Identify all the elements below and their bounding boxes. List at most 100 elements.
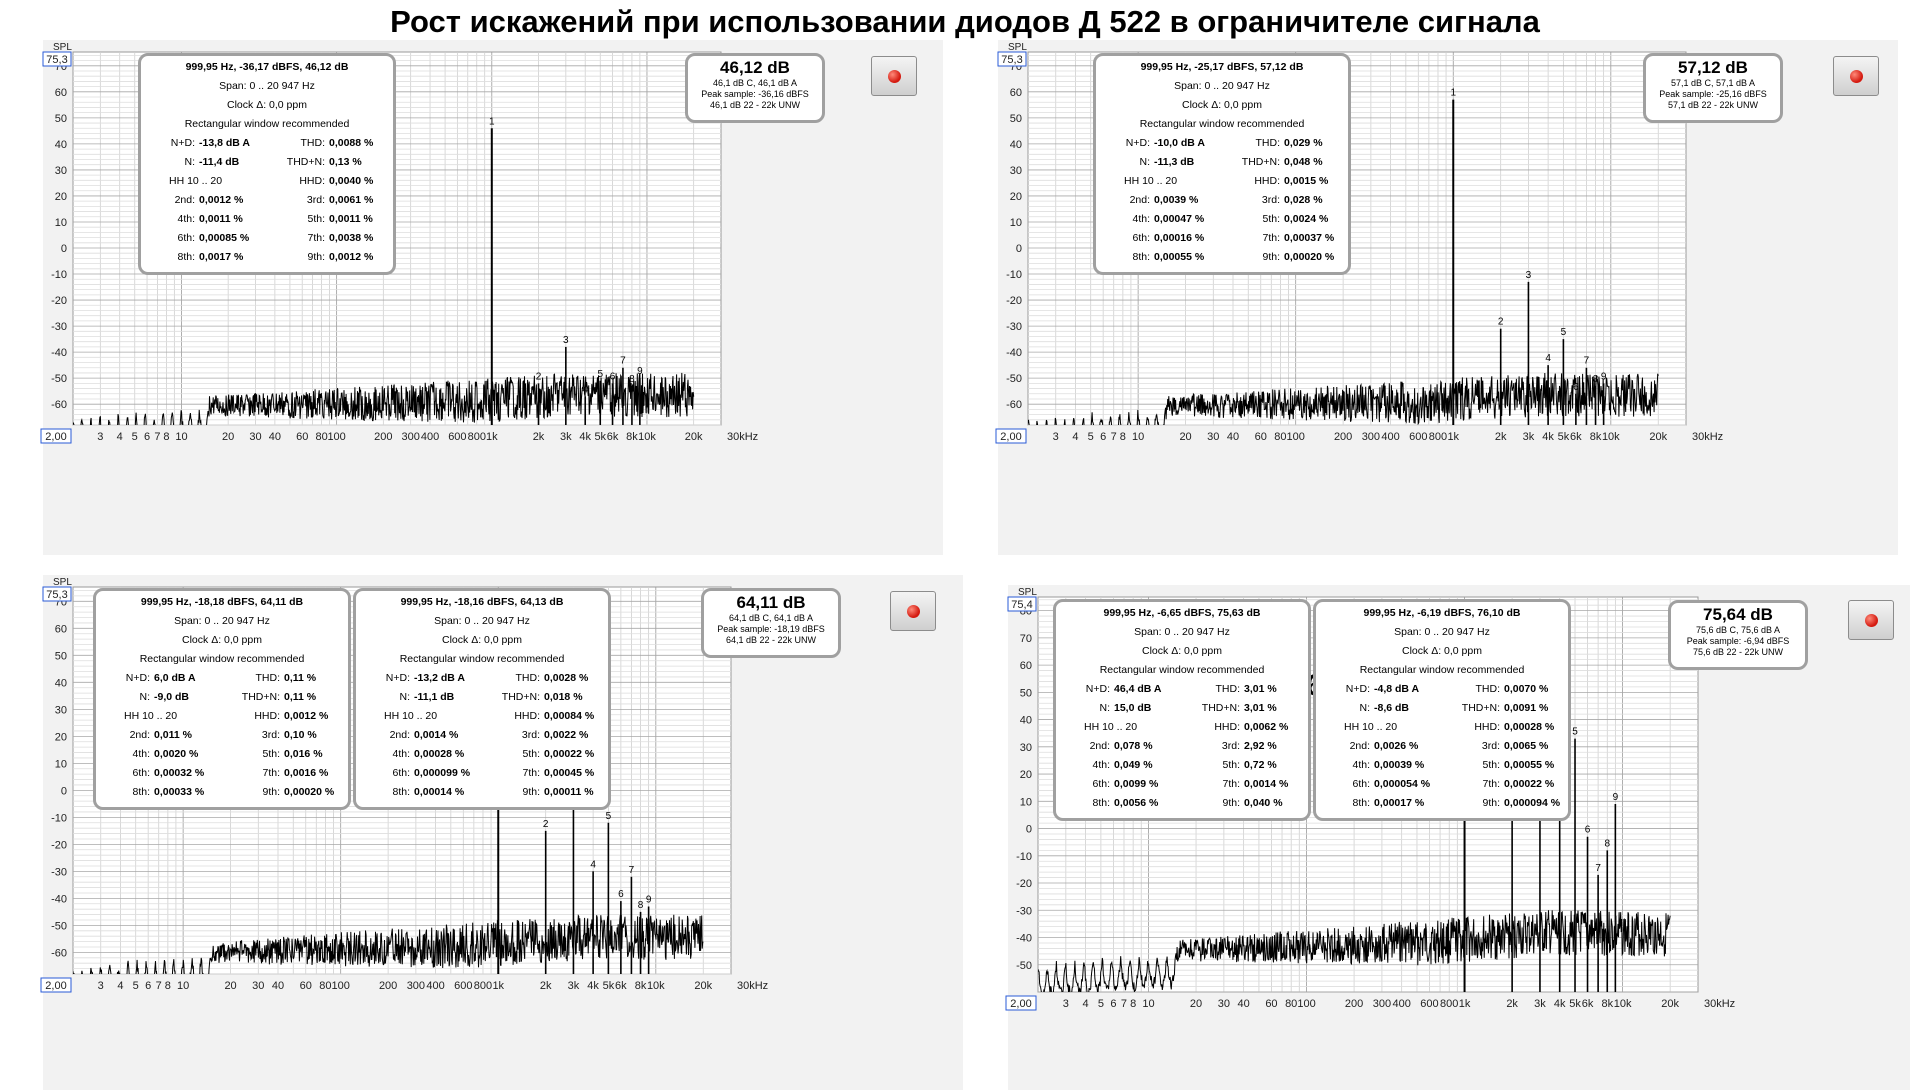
x-tick-label: 5	[133, 980, 139, 992]
record-icon	[1850, 70, 1863, 83]
record-button[interactable]	[890, 591, 936, 631]
y-tick-label: -30	[51, 866, 67, 878]
info-value: 0,0012 %	[329, 251, 374, 263]
x-tick-label: 3k	[1523, 431, 1535, 443]
info-row: 8th: 0,00033 % 9th: 0,00020 %	[102, 783, 342, 802]
x-tick-label: 10k	[1614, 998, 1632, 1010]
info-row: N+D: -13,2 dB A THD: 0,0028 %	[362, 669, 602, 688]
info-row: 2nd: 0,0012 % 3rd: 0,0061 %	[147, 191, 387, 210]
x-tick-label: 1k	[1459, 998, 1471, 1010]
record-icon	[907, 605, 920, 618]
info-recommend: Rectangular window recommended	[1139, 118, 1305, 130]
level-detail: Peak sample: -25,16 dBFS	[1659, 89, 1767, 99]
info-value: -11,3 dB	[1154, 156, 1195, 168]
x-tick-label: 80	[1274, 431, 1286, 443]
info-span: Span: 0 .. 20 947 Hz	[434, 615, 530, 627]
info-label: 2nd:	[1349, 740, 1370, 752]
info-label: 2nd:	[1129, 194, 1150, 206]
info-label: HH 10 .. 20	[169, 175, 223, 187]
x-tick-label: 4	[1072, 431, 1078, 443]
y-tick-label: 50	[1010, 113, 1022, 125]
x-tick-label: 4	[117, 431, 123, 443]
x-start-value-box	[995, 428, 1027, 444]
record-button[interactable]	[871, 56, 917, 96]
y-tick-label: 60	[55, 623, 67, 635]
info-clock: Clock Δ: 0,0 ppm	[182, 634, 262, 646]
x-tick-label: 4k	[1554, 998, 1566, 1010]
x-tick-label: 7	[156, 980, 162, 992]
page-title: Рост искажений при использовании диодов …	[390, 4, 1540, 39]
info-label: 6th:	[132, 767, 150, 779]
harmonic-label: 8	[629, 374, 635, 385]
level-box: 64,11 dB 64,1 dB C, 64,1 dB A Peak sample:…	[701, 588, 841, 658]
info-value: -8,6 dB	[1374, 702, 1410, 714]
y-tick-label: 60	[1020, 660, 1032, 672]
info-clock: Clock Δ: 0,0 ppm	[1142, 645, 1222, 657]
y-tick-label: -20	[1006, 295, 1022, 307]
harmonic-label: 6	[618, 889, 624, 900]
info-label: N:	[1099, 702, 1111, 714]
x-tick-label: 3k	[560, 431, 572, 443]
info-label: 9th:	[1482, 797, 1500, 809]
info-label: N+D:	[170, 137, 195, 149]
info-value: 0,0070 %	[1504, 683, 1549, 695]
x-tick-label: 40	[272, 980, 284, 992]
info-recommend: Rectangular window recommended	[1099, 664, 1265, 676]
x-tick-label: 300	[1362, 431, 1380, 443]
x-tick-label: 8	[1120, 431, 1126, 443]
x-tick-label: 2k	[1506, 998, 1518, 1010]
x-axis-unit: 30kHz	[727, 431, 758, 443]
y-tick-label: -60	[51, 399, 67, 411]
x-tick-label: 6k	[1582, 998, 1594, 1010]
y-tick-label: -50	[51, 920, 67, 932]
x-tick-label: 30	[249, 431, 261, 443]
x-tick-label: 20k	[1661, 998, 1679, 1010]
y-tick-label: -30	[1016, 905, 1032, 917]
x-tick-label: 1k	[492, 980, 504, 992]
info-label: 4th:	[1352, 759, 1370, 771]
level-main: 57,12 dB	[1678, 58, 1748, 77]
info-value: 0,0022 %	[544, 729, 589, 741]
info-row: 6th: 0,000099 % 7th: 0,00045 %	[362, 764, 602, 783]
x-tick-label: 2k	[1495, 431, 1507, 443]
x-tick-label: 100	[1297, 998, 1315, 1010]
x-tick-label: 8k	[626, 431, 638, 443]
level-detail: Peak sample: -18,19 dBFS	[717, 624, 825, 634]
info-value: 46,4 dB A	[1114, 683, 1162, 695]
info-header: 999,95 Hz, -6,19 dBFS, 76,10 dB	[1363, 607, 1521, 619]
harmonic-label: 4	[582, 384, 588, 395]
info-value: 0,00016 %	[1154, 232, 1205, 244]
info-value: -11,1 dB	[414, 691, 455, 703]
info-recommend: Rectangular window recommended	[184, 118, 350, 130]
x-tick-label: 2k	[533, 431, 545, 443]
x-tick-label: 6k	[615, 980, 627, 992]
x-tick-label: 1k	[1447, 431, 1459, 443]
info-value: -4,8 dB A	[1374, 683, 1420, 695]
info-value: 0,0091 %	[1504, 702, 1549, 714]
x-tick-label: 8	[163, 431, 169, 443]
info-label: 2nd:	[129, 729, 150, 741]
x-start-value: 2,00	[1000, 431, 1021, 443]
record-button[interactable]	[1848, 600, 1894, 640]
y-tick-label: -40	[1006, 347, 1022, 359]
info-row: N+D: 46,4 dB A THD: 3,01 %	[1062, 680, 1302, 699]
record-icon	[888, 70, 901, 83]
y-tick-label: -10	[1016, 851, 1032, 863]
info-span: Span: 0 .. 20 947 Hz	[219, 80, 315, 92]
info-header: 999,95 Hz, -18,18 dBFS, 64,11 dB	[140, 596, 304, 608]
info-label: HHD:	[254, 710, 280, 722]
level-detail: 57,1 dB 22 - 22k UNW	[1667, 100, 1759, 110]
x-tick-label: 20k	[694, 980, 712, 992]
info-value: 0,13 %	[329, 156, 362, 168]
x-tick-label: 3k	[568, 980, 580, 992]
info-clock: Clock Δ: 0,0 ppm	[1182, 99, 1262, 111]
info-label: THD+N:	[1241, 156, 1280, 168]
level-detail: Peak sample: -36,16 dBFS	[701, 89, 809, 99]
info-label: 4th:	[1132, 213, 1150, 225]
info-label: THD+N:	[501, 691, 540, 703]
info-label: THD+N:	[286, 156, 325, 168]
x-tick-label: 5k	[603, 980, 615, 992]
info-value: 0,040 %	[1244, 797, 1283, 809]
info-row: 6th: 0,0099 % 7th: 0,0014 %	[1062, 775, 1302, 794]
record-button[interactable]	[1833, 56, 1879, 96]
